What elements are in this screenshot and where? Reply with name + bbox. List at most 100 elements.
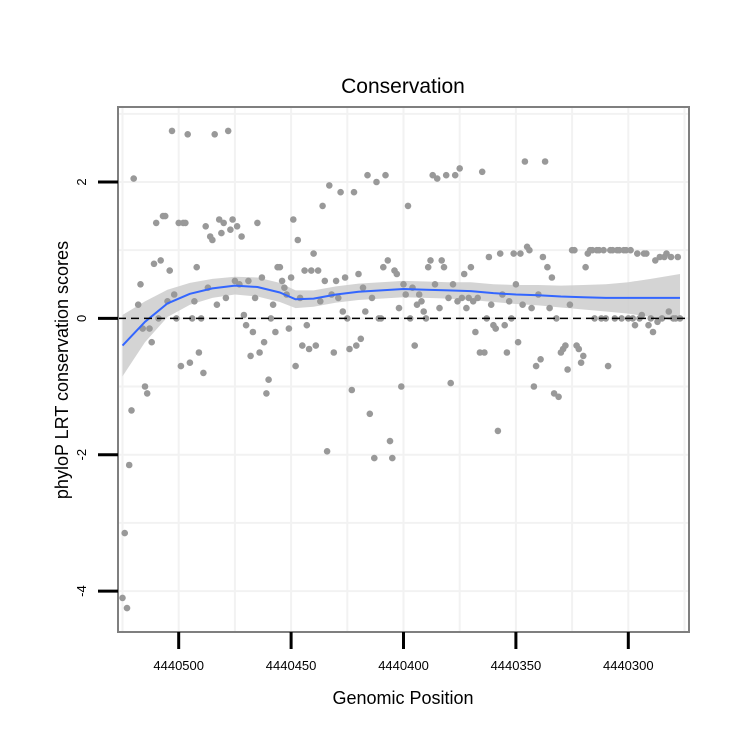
data-point <box>415 291 423 298</box>
data-point <box>166 267 173 274</box>
data-point <box>344 315 351 322</box>
data-point <box>240 311 248 319</box>
x-tick-label: 4440500 <box>153 658 204 673</box>
data-point <box>260 338 268 346</box>
data-point <box>474 294 482 302</box>
data-point <box>487 301 495 309</box>
data-point <box>161 212 169 220</box>
data-point <box>267 315 275 322</box>
data-point <box>521 158 529 165</box>
data-point <box>121 529 128 537</box>
data-point <box>123 604 131 612</box>
data-point <box>467 263 475 271</box>
data-point <box>188 315 196 322</box>
data-point <box>323 448 331 455</box>
data-point <box>402 291 410 298</box>
x-axis-ticks: 4440500 4440450 4440400 4440350 4440300 <box>153 632 654 673</box>
data-point <box>582 263 589 271</box>
data-point <box>436 304 443 312</box>
data-point <box>276 263 284 271</box>
data-point <box>492 325 500 332</box>
data-point <box>389 454 396 462</box>
data-point <box>469 298 477 305</box>
data-point <box>150 260 158 268</box>
data-point <box>411 342 419 349</box>
data-point <box>440 263 448 271</box>
data-point <box>501 321 509 329</box>
data-point <box>301 267 308 274</box>
data-point <box>571 246 578 254</box>
data-point <box>317 298 324 305</box>
data-point <box>649 328 657 336</box>
data-point <box>548 274 556 281</box>
data-point <box>366 410 374 418</box>
data-point <box>496 250 504 257</box>
data-point <box>667 253 675 261</box>
data-point <box>209 236 216 244</box>
data-point <box>134 301 142 309</box>
data-point <box>481 349 488 356</box>
data-point <box>213 301 221 309</box>
data-point <box>546 304 553 312</box>
data-point <box>287 274 295 281</box>
data-point <box>460 270 468 278</box>
data-point <box>395 304 403 312</box>
x-tick-label: 4440300 <box>603 658 654 673</box>
data-point <box>577 359 585 367</box>
data-point <box>278 277 286 285</box>
y-tick-label: 2 <box>74 178 89 185</box>
data-point <box>458 294 466 302</box>
data-point <box>238 233 245 240</box>
data-point <box>200 369 207 377</box>
data-point <box>384 257 392 264</box>
data-point <box>512 281 520 288</box>
data-point <box>143 390 151 397</box>
confidence-ribbon-layer <box>122 274 681 377</box>
smooth-line-layer <box>121 284 680 347</box>
data-point <box>494 427 502 435</box>
data-point <box>580 352 587 360</box>
data-point <box>386 437 394 445</box>
data-point <box>218 229 225 237</box>
data-point <box>312 342 320 349</box>
data-point <box>541 158 549 165</box>
data-point <box>128 407 135 414</box>
data-point <box>519 301 526 309</box>
data-point <box>422 315 430 322</box>
data-point <box>447 379 455 387</box>
data-point <box>292 362 299 370</box>
data-point <box>528 304 535 312</box>
data-point <box>337 188 344 196</box>
x-tick-label: 4440350 <box>491 658 542 673</box>
y-axis-ticks: 2 0 -2 -4 <box>74 178 118 597</box>
data-point <box>564 366 571 373</box>
y-axis-label: phyloP LRT conservation scores <box>52 241 72 499</box>
data-point <box>330 349 338 356</box>
data-point <box>472 328 479 336</box>
data-point <box>456 165 464 172</box>
data-point <box>242 321 250 329</box>
data-point <box>193 263 200 271</box>
data-point <box>254 219 261 227</box>
data-point <box>463 304 470 312</box>
data-point <box>643 250 650 257</box>
data-point <box>326 182 333 189</box>
data-point <box>231 277 239 285</box>
data-point <box>157 257 164 264</box>
data-point <box>526 246 533 254</box>
data-point <box>380 263 387 271</box>
data-point <box>404 202 412 210</box>
data-point <box>272 328 279 336</box>
data-point <box>355 270 362 278</box>
chart-title: Conservation <box>341 75 465 98</box>
data-point <box>433 175 441 182</box>
data-point <box>631 321 639 329</box>
data-point <box>222 294 230 302</box>
data-point <box>249 328 257 336</box>
data-point <box>321 277 329 285</box>
data-point <box>146 325 153 332</box>
data-point <box>638 311 646 319</box>
data-point <box>445 294 452 302</box>
data-point <box>359 284 367 292</box>
data-point <box>505 298 513 305</box>
